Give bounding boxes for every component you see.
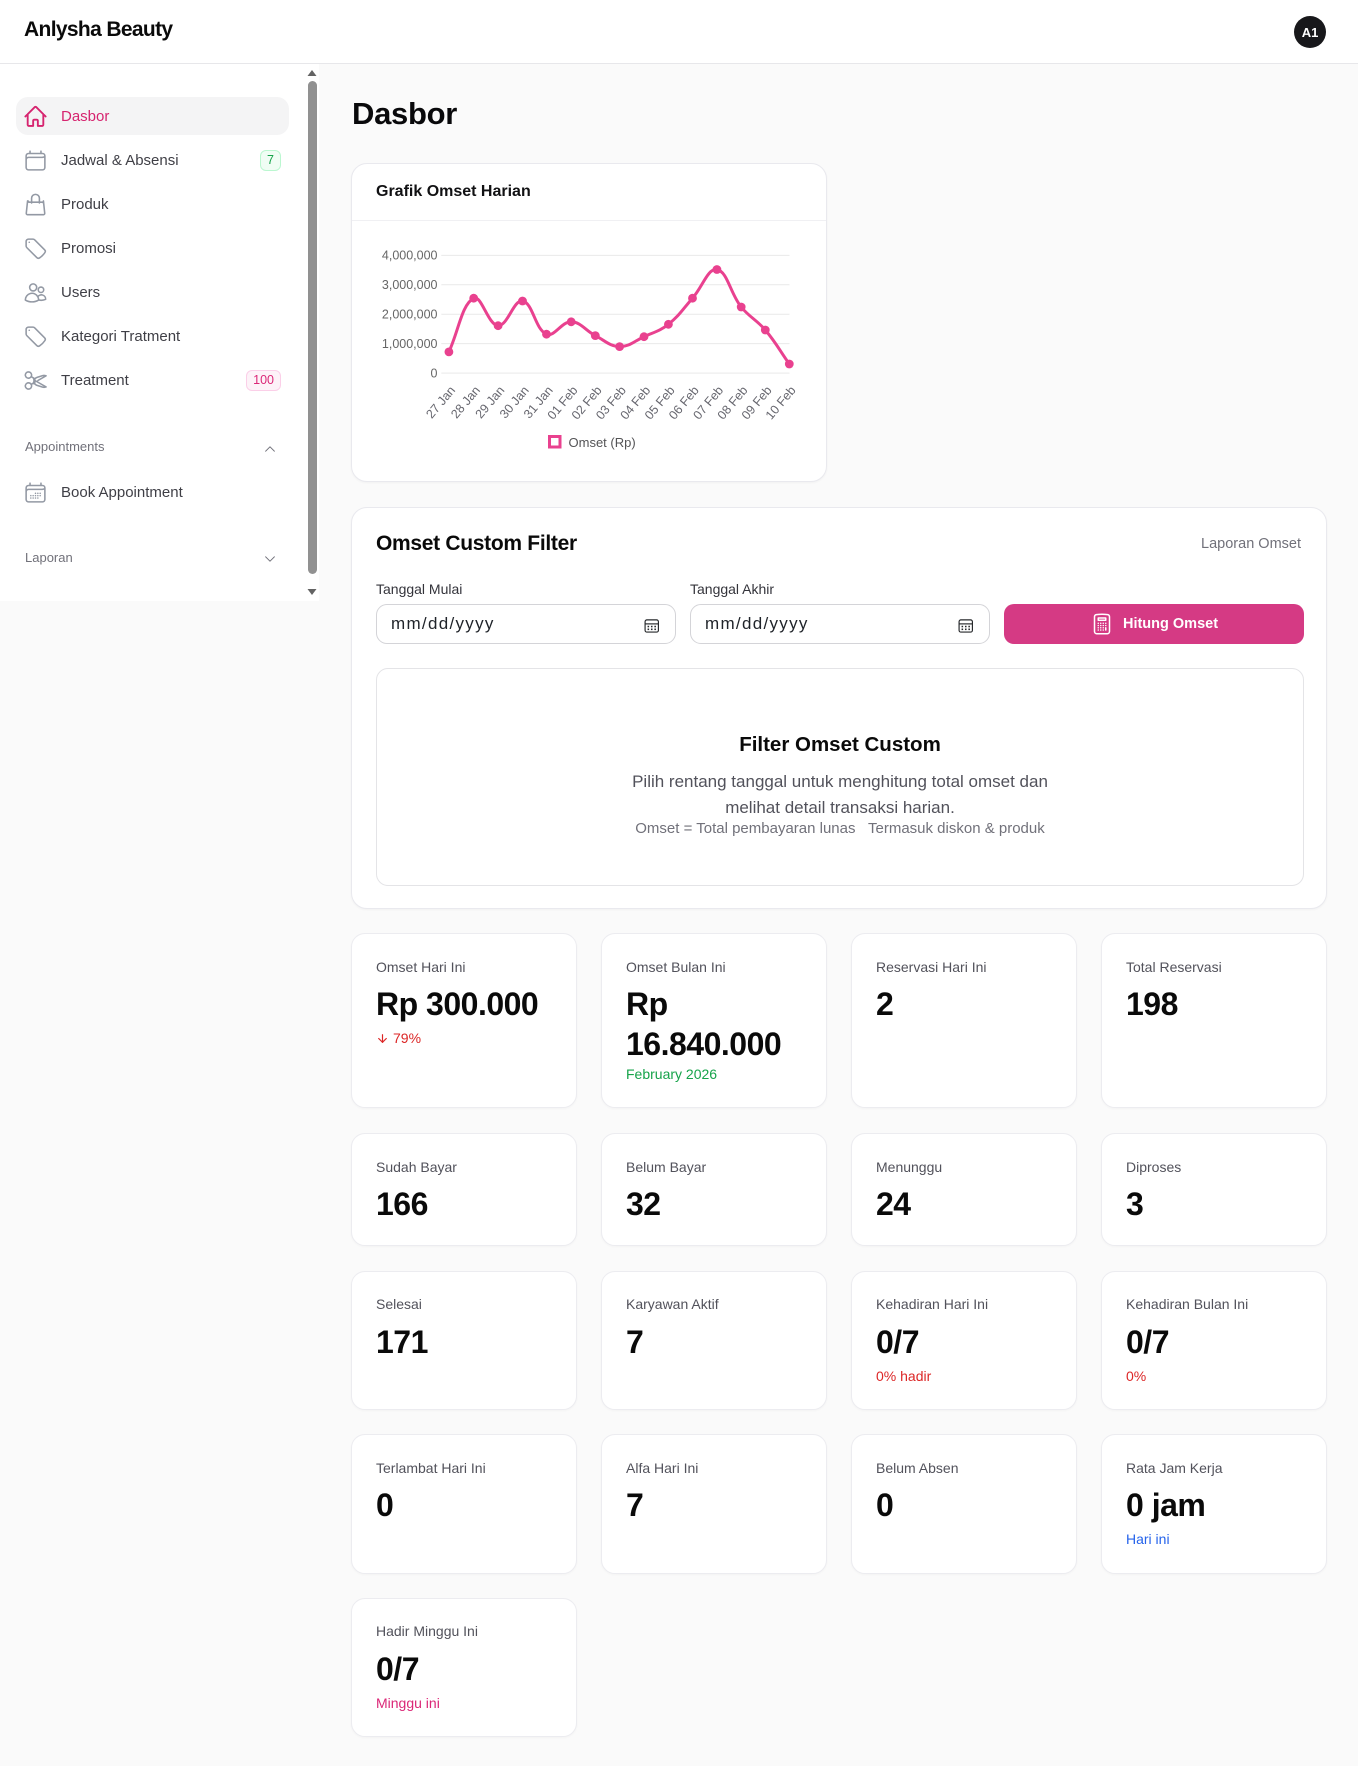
svg-text:1,000,000: 1,000,000 xyxy=(382,337,438,351)
svg-text:0: 0 xyxy=(431,366,438,380)
svg-text:Omset (Rp): Omset (Rp) xyxy=(569,435,636,450)
svg-text:2,000,000: 2,000,000 xyxy=(382,307,438,321)
svg-text:3,000,000: 3,000,000 xyxy=(382,278,438,292)
svg-text:4,000,000: 4,000,000 xyxy=(382,249,438,263)
